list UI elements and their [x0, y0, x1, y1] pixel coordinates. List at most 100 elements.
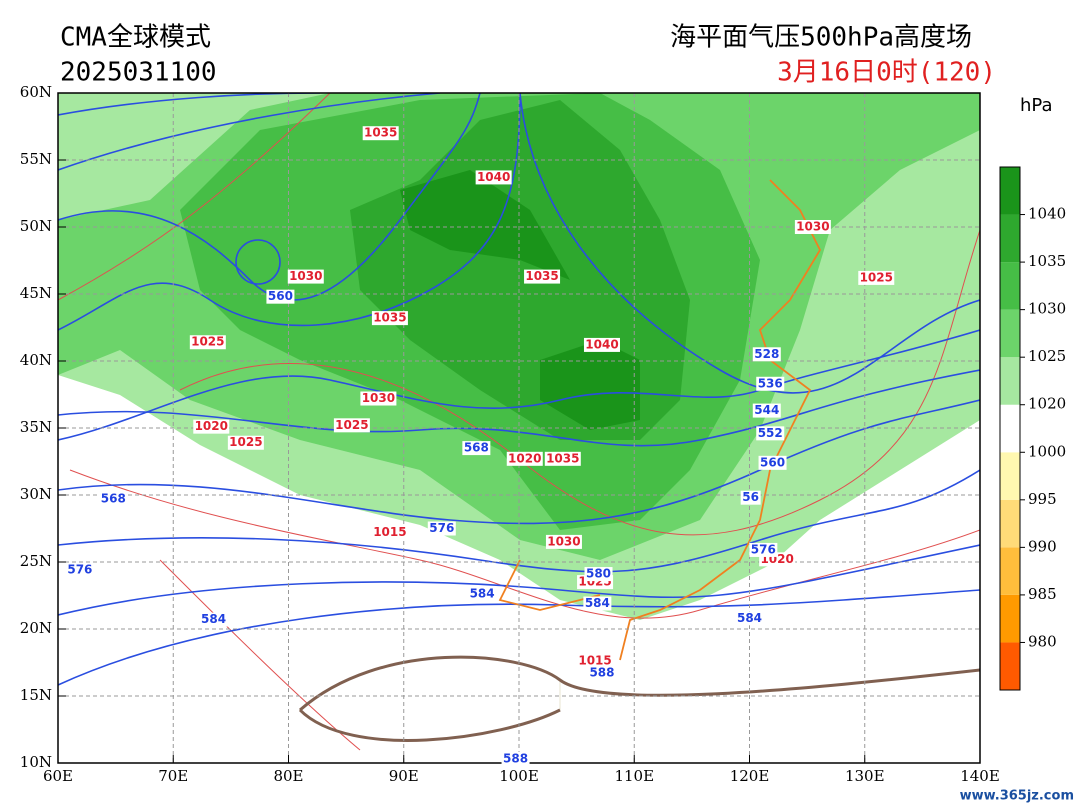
height-label: 588: [589, 666, 614, 680]
pressure-label: 1035: [364, 126, 397, 140]
colorbar-label: 1035: [1028, 252, 1066, 270]
pressure-label: 1025: [191, 335, 224, 349]
colorbar-label: 990: [1028, 537, 1057, 555]
y-tick-label: 45N: [20, 284, 52, 302]
height-label: 576: [67, 563, 92, 577]
colorbar-bin: [1000, 214, 1020, 263]
height-label-bg: [266, 289, 295, 304]
model-name: CMA全球模式: [60, 23, 211, 53]
pressure-label-bg: [371, 311, 408, 326]
pressure-label: 1015: [578, 654, 611, 668]
colorbar-bin: [1000, 357, 1020, 405]
height-label-bg: [749, 542, 778, 557]
height-label: 584: [737, 611, 762, 625]
colorbar-bin: [1000, 499, 1020, 548]
colorbar-bin: [1000, 642, 1020, 690]
height-label: 552: [758, 426, 783, 440]
pressure-label-bg: [287, 269, 324, 284]
colorbar-label: 985: [1028, 585, 1057, 603]
height-label-bg: [735, 611, 764, 626]
height-label: 584: [201, 612, 226, 626]
height-label: 56: [742, 490, 759, 504]
colorbar-bin: [1000, 167, 1020, 215]
colorbar-bin: [1000, 547, 1020, 595]
colorbar-label: 1025: [1028, 347, 1066, 365]
x-tick-label: 110E: [614, 767, 654, 785]
y-tick-label: 10N: [20, 753, 52, 771]
height-label: 536: [758, 376, 783, 390]
x-tick-label: 70E: [158, 767, 188, 785]
height-label-bg: [199, 612, 228, 627]
y-tick-label: 30N: [20, 485, 52, 503]
height-label: 576: [751, 542, 776, 556]
height-label: 584: [470, 587, 495, 601]
pressure-label: 1020: [508, 451, 541, 465]
y-tick-label: 50N: [20, 217, 52, 235]
pressure-label: 1030: [547, 534, 580, 548]
y-tick-label: 55N: [20, 150, 52, 168]
x-tick-label: 80E: [273, 767, 303, 785]
pressure-label-bg: [333, 418, 370, 433]
height-label-bg: [65, 563, 94, 578]
pressure-label-bg: [475, 170, 512, 185]
height-label: 588: [503, 751, 528, 765]
height-label: 580: [586, 567, 611, 581]
height-label: 560: [760, 455, 785, 469]
colorbar-label: 1000: [1028, 442, 1066, 460]
x-tick-label: 140E: [960, 767, 1000, 785]
height-label-bg: [752, 347, 781, 362]
map-area: [58, 93, 980, 763]
pressure-label-bg: [193, 419, 230, 434]
contour-588: [298, 655, 980, 742]
height-label-bg: [584, 567, 613, 582]
colorbar-frame: [999, 166, 1021, 691]
y-tick-label: 25N: [20, 552, 52, 570]
height-label: 560: [268, 289, 293, 303]
height-label-bg: [758, 455, 787, 470]
pressure-label: 1035: [525, 269, 558, 283]
height-label-bg: [756, 426, 785, 441]
run-time: 2025031100: [60, 58, 217, 88]
colorbar-label: 1030: [1028, 300, 1066, 318]
height-label-bg: [462, 441, 491, 456]
x-tick-label: 100E: [499, 767, 539, 785]
height-label-bg: [99, 492, 128, 507]
coastline: [498, 179, 822, 661]
pressure-label: 1015: [373, 525, 406, 539]
colorbar-bin: [1000, 309, 1020, 358]
colorbar-label: 1040: [1028, 205, 1066, 223]
watermark: www.365jz.com: [960, 789, 1074, 804]
height-label-bg: [468, 587, 497, 602]
pressure-label-bg: [524, 269, 561, 284]
pressure-label-bg: [362, 126, 399, 141]
height-label-bg: [740, 490, 761, 505]
pressure-label: 1025: [860, 270, 893, 284]
height-label: 528: [754, 347, 779, 361]
pressure-label: 1025: [229, 435, 262, 449]
pressure-label: 1035: [373, 311, 406, 325]
pressure-label: 1030: [362, 391, 395, 405]
colorbar-bin: [1000, 404, 1020, 453]
colorbar-bin: [1000, 452, 1020, 500]
pressure-label: 1020: [195, 419, 228, 433]
height-label-bg: [752, 403, 781, 418]
shade-1040: [400, 170, 640, 430]
pressure-label: 1030: [289, 269, 322, 283]
x-tick-label: 120E: [730, 767, 770, 785]
pressure-label-bg: [371, 525, 408, 540]
product-name: 海平面气压500hPa高度场: [670, 23, 972, 53]
pressure-label: 1035: [546, 451, 579, 465]
colorbar-bin: [1000, 594, 1020, 643]
valid-time: 3月16日0时(120): [777, 58, 996, 88]
x-tick-label: 90E: [389, 767, 419, 785]
y-tick-label: 35N: [20, 418, 52, 436]
pressure-label-bg: [545, 534, 582, 549]
pressure-label-bg: [189, 335, 226, 350]
pressure-label: 1025: [335, 418, 368, 432]
height-label-bg: [583, 596, 612, 611]
y-tick-label: 40N: [20, 351, 52, 369]
pressure-label: 1030: [796, 220, 829, 234]
height-label-bg: [501, 751, 530, 766]
height-label-bg: [756, 376, 785, 391]
pressure-label-bg: [506, 451, 543, 466]
